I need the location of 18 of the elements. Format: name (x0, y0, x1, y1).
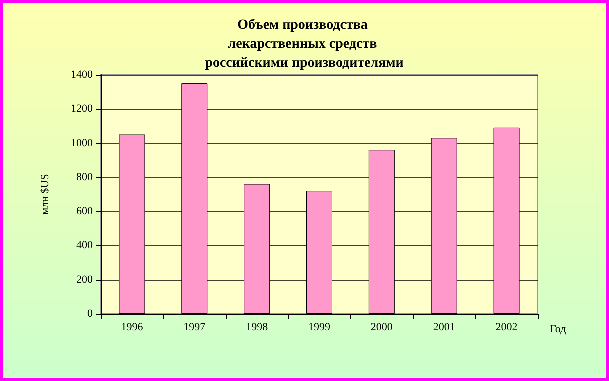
y-axis-title: млн $US (40, 174, 52, 215)
y-tick-label: 600 (76, 206, 94, 218)
y-tick-label: 1000 (71, 137, 94, 150)
x-axis-title: Год (550, 324, 567, 336)
y-tick-label: 1200 (71, 103, 94, 116)
x-tick-label: 1999 (308, 322, 331, 334)
x-tick-label: 1998 (246, 322, 269, 334)
chart-title: Объем производства лекарственных средств российскими производителями (205, 18, 404, 71)
x-tick-label: 2000 (370, 322, 394, 334)
y-tick-label: 0 (88, 308, 94, 320)
y-tick-label: 1400 (71, 69, 94, 81)
x-tick-label: 1997 (184, 322, 206, 334)
x-tick-label: 2001 (433, 322, 456, 334)
y-tick-label: 400 (76, 240, 94, 252)
y-tick-label: 800 (76, 171, 94, 184)
x-tick-label: 2002 (496, 322, 518, 334)
x-tick-label: 1996 (121, 322, 144, 334)
y-tick-label: 200 (76, 274, 94, 286)
